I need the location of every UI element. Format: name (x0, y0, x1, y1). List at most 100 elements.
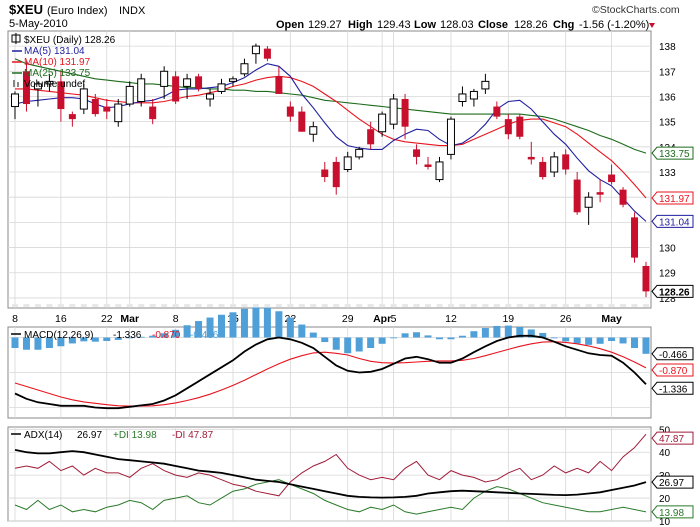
ma25-badge-frame (651, 146, 694, 160)
pdi-badge: 13.98 (659, 508, 684, 519)
candle-body-down (608, 174, 616, 183)
macd-histogram-bar (355, 337, 363, 352)
low-value: 128.03 (440, 19, 474, 31)
volume-bar (321, 304, 328, 307)
ma10-badge: 131.97 (659, 194, 690, 205)
candle-body-up (309, 126, 318, 135)
close-label: Close (478, 19, 508, 31)
macd-histogram-bar (608, 337, 616, 341)
date-tick-label: 29 (342, 313, 354, 325)
legend-ma25: MA(25) 133.75 (24, 68, 91, 79)
macd-histogram-bar (573, 337, 581, 344)
ma5-line (14, 63, 647, 222)
macd-histogram-bar (34, 337, 42, 350)
mdi-badge-frame (651, 431, 694, 445)
macd-histogram-bar (206, 317, 214, 338)
date-tick-label: 12 (445, 313, 457, 325)
candle-body-up (481, 80, 490, 90)
volume-bar (516, 304, 523, 307)
macd-histogram-bar (344, 337, 352, 354)
macd-histogram-bar (470, 331, 478, 338)
volume-bar (229, 304, 236, 307)
macd-histogram-bar (252, 307, 260, 338)
date-tick-label: Mar (120, 313, 139, 325)
volume-bar (218, 304, 225, 307)
macd-histogram-bar (229, 312, 237, 338)
candle-body-down (493, 106, 501, 117)
macd-histogram-bar (539, 332, 547, 338)
volume-bar (539, 304, 546, 307)
candle-body-down (401, 98, 409, 127)
macd-histogram-bar (263, 307, 271, 338)
volume-bar (241, 304, 248, 307)
minus-di-line (14, 433, 647, 497)
volume-bar (333, 304, 340, 307)
volume-bar (103, 304, 110, 307)
macd-histogram-bar (378, 337, 386, 344)
volume-bar (34, 304, 41, 307)
macd-histogram-bar (367, 337, 375, 348)
candle-body-up (458, 93, 467, 103)
candle-body-up (343, 156, 352, 170)
macd-histogram-bar (126, 337, 134, 339)
stockcharts-logo: ©StockCharts.com (592, 4, 680, 16)
gridlines (8, 31, 651, 522)
volume-bar (608, 304, 615, 307)
exchange: INDX (119, 5, 146, 17)
candle-body-up (183, 78, 192, 87)
candle-body-up (33, 83, 42, 90)
macd-histogram-bar (298, 324, 306, 338)
macd-histogram-bar (424, 335, 432, 338)
volume-bar (275, 304, 282, 307)
candle-body-down (321, 169, 329, 178)
macd-signal-badge: -0.870 (659, 366, 688, 377)
chg-value: -1.56 (-1.20%) (579, 19, 649, 31)
macd-histogram-bar (332, 337, 340, 350)
volume-bar (161, 304, 168, 307)
date-tick-label: Apr (373, 313, 391, 325)
volume-bar (620, 304, 627, 307)
volume-bar (597, 304, 604, 307)
ma25-line (14, 58, 647, 154)
volume-bar (184, 304, 191, 307)
candle-body-up (137, 78, 146, 103)
open-value: 129.27 (308, 19, 342, 31)
macd-value: -1.336 (113, 330, 142, 341)
candle-body-up (550, 156, 559, 173)
candle-body-up (469, 90, 478, 100)
volume-bar (57, 304, 64, 307)
volume-bar (528, 304, 535, 307)
volume-bar (379, 304, 386, 307)
candle-body-down (275, 76, 283, 94)
ma5-badge-frame (651, 214, 694, 228)
candle-body-down (516, 116, 524, 137)
price-tick-label: 129 (659, 269, 676, 280)
date-tick-label: 16 (55, 313, 67, 325)
macd-histogram-bar (309, 332, 317, 338)
volume-bar (80, 304, 87, 307)
value-badges: 133.75 131.97 131.04 128.26 -0.466 -0.870 -1.3… (651, 146, 694, 519)
volume-bar (562, 304, 569, 307)
date-tick-label: 22 (101, 313, 113, 325)
candle-body-up (584, 196, 593, 208)
date-axis: 81622Mar8152229Apr5121926May (12, 313, 622, 325)
candle-body-up (251, 45, 260, 55)
price-tick-label: 135 (659, 118, 676, 129)
candlesticks (11, 43, 650, 298)
adx-panel-frame (7, 426, 652, 522)
candle-body-up (160, 70, 169, 87)
macd-histogram-bar (160, 333, 168, 338)
macd-plot (11, 307, 650, 410)
macd-hist-badge-frame (651, 347, 694, 361)
volume-bar (470, 304, 477, 307)
volume-bar (92, 304, 99, 307)
macd-histogram-bar (562, 337, 570, 342)
volume-legend-icon (13, 80, 15, 87)
macd-histogram-bar (22, 337, 30, 350)
chg-label: Chg (553, 19, 574, 31)
plus-di-line (14, 479, 647, 515)
high-label: High (348, 19, 373, 31)
volume-bar (447, 304, 454, 307)
macd-histogram-bar (286, 317, 294, 338)
volume-bar (287, 304, 294, 307)
